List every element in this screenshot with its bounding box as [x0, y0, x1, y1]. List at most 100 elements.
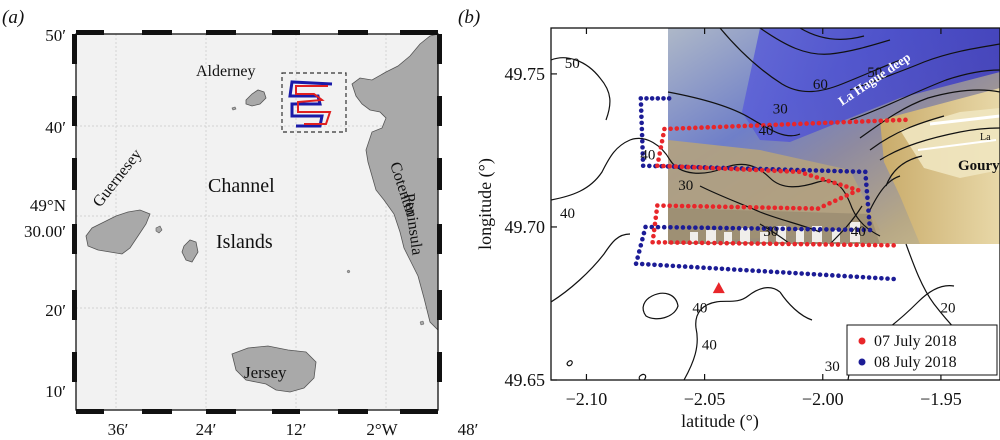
- track-dot: [724, 225, 729, 231]
- track-dot: [759, 167, 765, 173]
- track-dot: [772, 168, 777, 174]
- panel-b: (b): [458, 7, 1000, 432]
- track-dot: [730, 225, 736, 231]
- label-goury: Goury: [958, 158, 1000, 174]
- bathymetry-inset: [668, 28, 1000, 244]
- track-dot: [811, 226, 817, 232]
- track-dot: [773, 241, 779, 247]
- track-dot: [774, 226, 779, 232]
- track-dot: [638, 108, 644, 113]
- legend-red-marker: [858, 337, 866, 345]
- track-dot: [767, 122, 772, 128]
- track-dot: [655, 96, 661, 101]
- track-dot: [639, 114, 644, 120]
- track-dot: [848, 242, 853, 248]
- track-dot: [773, 122, 778, 128]
- track-dot: [836, 227, 842, 232]
- ytick-a-49n: 49°N: [30, 196, 66, 215]
- track-dot: [657, 151, 663, 156]
- track-dot: [792, 226, 798, 232]
- track-dot: [686, 225, 692, 230]
- track-dot: [811, 242, 816, 247]
- track-dot: [866, 275, 872, 280]
- track-dot: [791, 121, 797, 127]
- track-dot: [805, 226, 810, 232]
- track-dot: [885, 276, 890, 281]
- track-dot: [768, 269, 774, 275]
- track-dot: [640, 236, 645, 242]
- track-dot: [685, 164, 691, 170]
- track-dot: [693, 240, 699, 246]
- track-dot: [639, 261, 645, 267]
- track-dot: [717, 124, 723, 130]
- track-dot: [655, 163, 660, 169]
- track-dot: [670, 263, 676, 269]
- track-dot: [660, 132, 666, 138]
- track-dot: [652, 221, 658, 227]
- track-dot: [753, 205, 759, 210]
- track-dot: [796, 169, 802, 175]
- track-dot: [809, 206, 815, 211]
- track-dot: [780, 226, 786, 232]
- track-dot: [704, 165, 709, 171]
- contour-label: 40: [851, 224, 866, 240]
- track-dot: [705, 125, 710, 130]
- track-dot: [761, 122, 766, 128]
- herm-island: [155, 225, 163, 234]
- track-dot: [850, 169, 856, 174]
- study-area-box: [281, 72, 347, 133]
- track-dot: [668, 224, 673, 230]
- track-dot: [716, 166, 722, 171]
- track-dot: [664, 263, 670, 268]
- track-dot: [844, 169, 850, 174]
- track-dot: [761, 241, 767, 246]
- alderney-island: [245, 89, 267, 107]
- track-dot: [719, 266, 725, 272]
- track-dot: [725, 266, 731, 272]
- track-dot: [747, 204, 753, 210]
- track-dot: [712, 240, 717, 246]
- track-dot: [749, 241, 754, 246]
- track-dot: [640, 145, 645, 150]
- xtick-a-2w: 2°W: [366, 420, 398, 439]
- track-dot: [704, 204, 710, 209]
- track-dot: [638, 243, 644, 248]
- track-dot: [819, 168, 825, 173]
- track-dot: [863, 176, 869, 181]
- track-dot: [695, 265, 700, 270]
- panel-b-label: (b): [458, 7, 480, 28]
- track-dot: [680, 126, 686, 131]
- station-marker: [712, 282, 725, 294]
- track-dot: [817, 242, 822, 247]
- track-dot: [820, 176, 826, 182]
- track-dot: [821, 203, 827, 209]
- track-dot: [640, 157, 646, 162]
- track-dot: [856, 169, 862, 174]
- track-dot: [866, 118, 871, 124]
- legend-blue-marker: [858, 358, 866, 366]
- track-dot: [798, 121, 803, 127]
- track-dot: [744, 267, 749, 273]
- track-dot: [860, 274, 866, 280]
- track-dot: [698, 204, 703, 209]
- track-dot: [815, 206, 821, 211]
- track-dot: [753, 167, 759, 173]
- contour-label: 30: [773, 102, 788, 118]
- track-dot: [650, 239, 655, 245]
- track-dot: [841, 119, 846, 125]
- label-alderney: Alderney: [196, 63, 256, 80]
- track-dot: [635, 255, 640, 260]
- track-dot: [666, 96, 672, 101]
- track-dot: [827, 201, 832, 206]
- track-dot: [699, 225, 704, 231]
- track-dot: [710, 204, 716, 209]
- track-dot: [686, 125, 692, 131]
- track-dot: [643, 224, 648, 230]
- ytick-a-50: 50′: [45, 26, 66, 45]
- track-dot: [651, 227, 657, 233]
- track-dot: [658, 145, 664, 150]
- track-dot: [649, 96, 655, 101]
- track-dot: [760, 205, 765, 210]
- track-dot: [681, 240, 686, 245]
- track-dot: [707, 265, 712, 271]
